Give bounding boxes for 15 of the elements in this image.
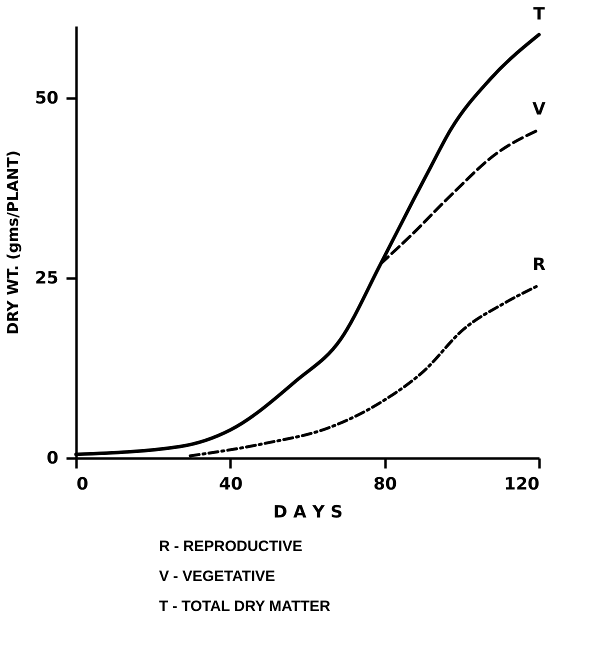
y-tick-label: 0 — [46, 448, 59, 468]
x-tick-label: 40 — [218, 474, 243, 494]
series-label: V — [532, 100, 546, 120]
text: T - TOTAL DRY MATTER — [159, 598, 331, 615]
y-tick-label: 25 — [34, 268, 58, 288]
x-tick-label: 120 — [504, 474, 540, 494]
text: R - REPRODUCTIVE — [159, 538, 302, 555]
series-label: T — [533, 4, 546, 25]
series-label: R — [532, 255, 546, 276]
text: V - VEGETATIVE — [159, 568, 276, 585]
y-tick-label: 50 — [34, 88, 59, 108]
y-axis-title: DRY WT. (gms/PLANT) — [4, 150, 22, 335]
x-tick-label: 80 — [373, 474, 398, 494]
x-axis-title: D A Y S — [273, 502, 343, 522]
x-tick-label: 0 — [76, 474, 88, 494]
